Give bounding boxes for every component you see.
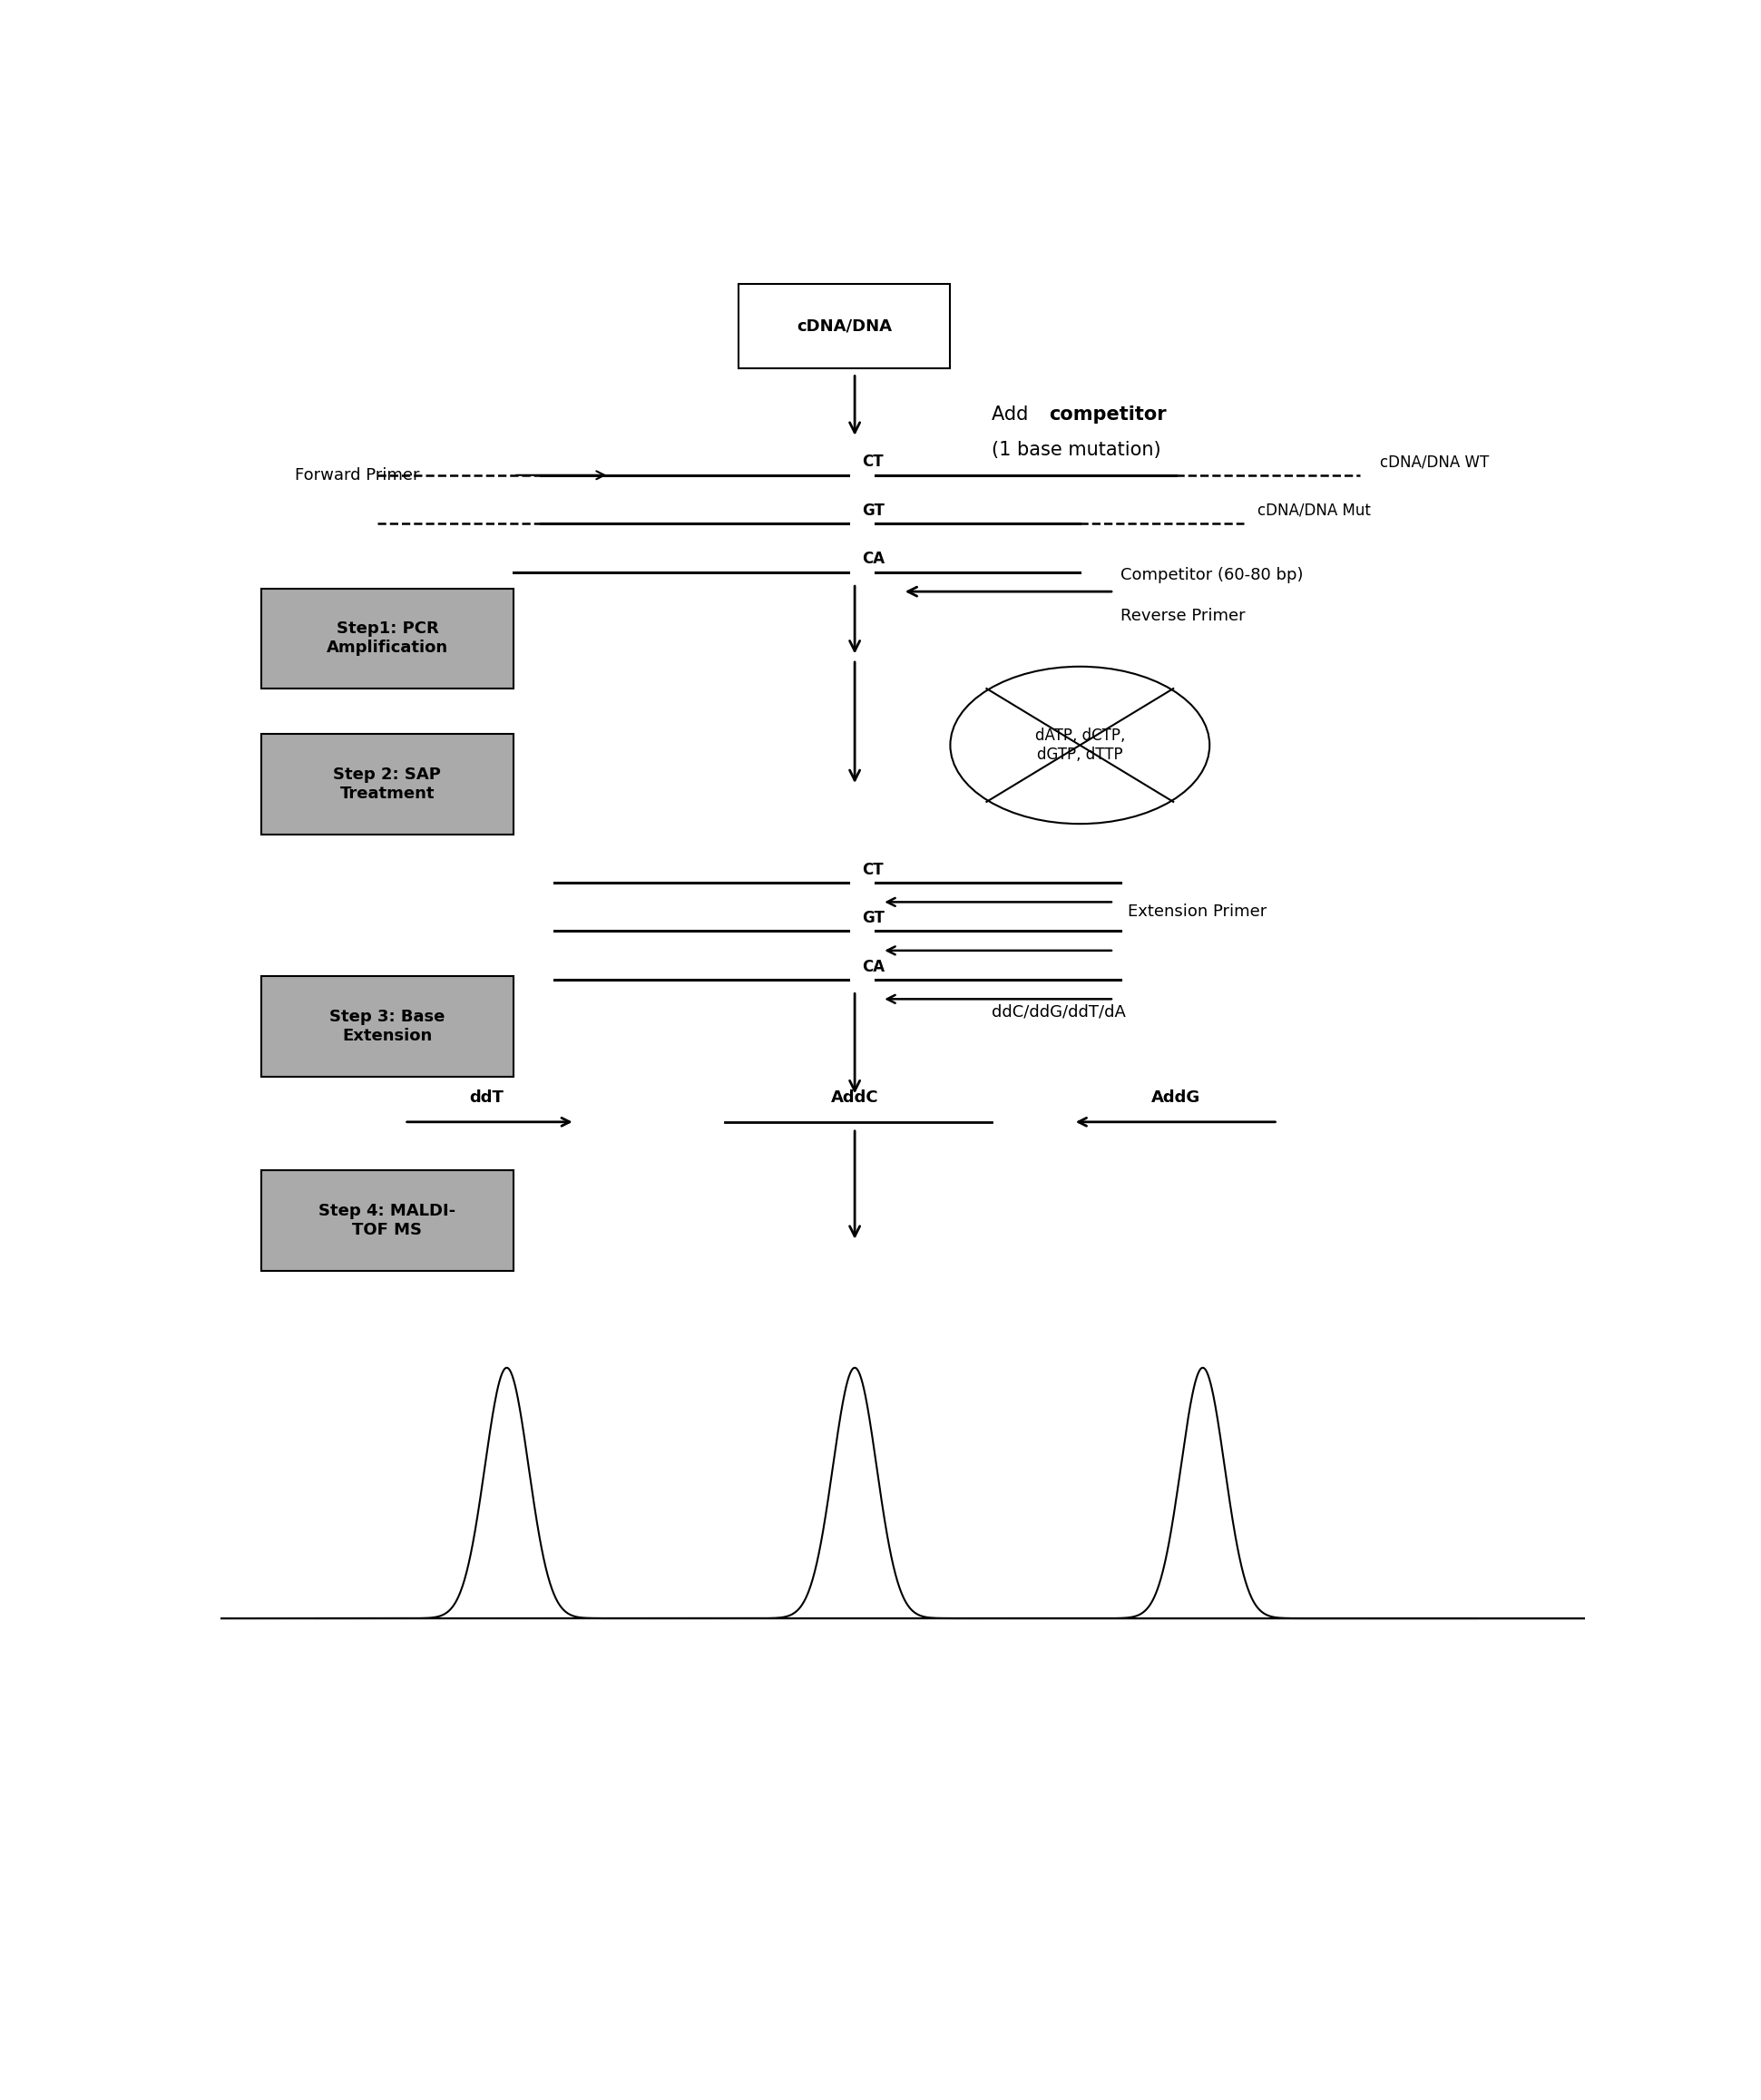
- Text: Step 4: MALDI-
TOF MS: Step 4: MALDI- TOF MS: [319, 1203, 456, 1239]
- Text: GT: GT: [861, 909, 884, 926]
- Text: AddG: AddG: [1152, 1090, 1199, 1107]
- Bar: [261, 733, 514, 834]
- Text: Step 3: Base
Extension: Step 3: Base Extension: [329, 1008, 446, 1044]
- Text: competitor: competitor: [1048, 405, 1166, 424]
- Bar: [261, 1170, 514, 1270]
- Text: Forward Primer: Forward Primer: [296, 466, 419, 483]
- Text: cDNA/DNA Mut: cDNA/DNA Mut: [1257, 502, 1370, 519]
- Text: ddC/ddG/ddT/dA: ddC/ddG/ddT/dA: [991, 1004, 1125, 1021]
- Text: cDNA/DNA WT: cDNA/DNA WT: [1381, 454, 1490, 470]
- Bar: [740, 284, 951, 368]
- Text: ddT: ddT: [468, 1090, 504, 1107]
- Text: Step 2: SAP
Treatment: Step 2: SAP Treatment: [333, 766, 442, 802]
- Text: Add: Add: [991, 405, 1034, 424]
- Bar: [261, 588, 514, 689]
- Text: (1 base mutation): (1 base mutation): [991, 441, 1160, 460]
- Text: CA: CA: [861, 958, 884, 974]
- Bar: [261, 977, 514, 1077]
- Text: Step1: PCR
Amplification: Step1: PCR Amplification: [326, 622, 447, 655]
- Text: Extension Primer: Extension Primer: [1127, 903, 1266, 920]
- Text: GT: GT: [861, 502, 884, 519]
- Text: dATP, dCTP,
dGTP, dTTP: dATP, dCTP, dGTP, dTTP: [1035, 727, 1125, 762]
- Text: Competitor (60-80 bp): Competitor (60-80 bp): [1122, 567, 1303, 584]
- Text: cDNA/DNA: cDNA/DNA: [798, 319, 893, 334]
- Text: AddC: AddC: [831, 1090, 879, 1107]
- Text: CT: CT: [861, 454, 882, 470]
- Text: Reverse Primer: Reverse Primer: [1122, 607, 1245, 624]
- Text: CT: CT: [861, 861, 882, 878]
- Text: CA: CA: [861, 550, 884, 567]
